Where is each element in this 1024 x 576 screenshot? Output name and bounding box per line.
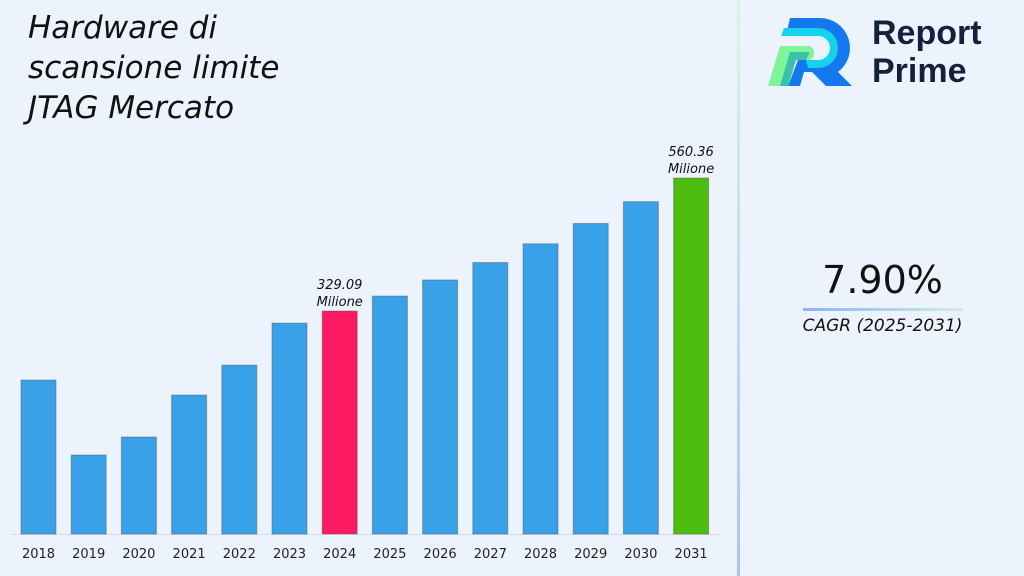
cagr-label: CAGR (2025-2031) [802,316,963,336]
bar-2025 [371,295,408,535]
logo-text-prime: Prime [872,52,967,90]
x-tick-label: 2021 [173,547,206,562]
x-tick-label: 2022 [223,547,256,562]
bar-2023 [271,322,308,535]
data-label-value: 560.36 [668,145,714,160]
x-tick-label: 2028 [524,547,557,562]
data-label-unit: Milione [317,295,363,310]
bar-2030 [622,201,659,535]
x-tick-label: 2025 [373,547,406,562]
logo-mark-icon [768,18,852,86]
x-tick-label: 2030 [624,547,657,562]
bar-2020 [120,436,157,535]
x-tick-label: 2020 [122,547,155,562]
data-label-value: 329.09 [317,278,363,293]
bar-2021 [171,394,208,535]
x-tick-label: 2027 [474,547,507,562]
bar-2026 [422,279,459,535]
bar-2018 [20,379,57,535]
divider [737,0,740,576]
x-tick-label: 2023 [273,547,306,562]
x-tick-label: 2019 [72,547,105,562]
x-tick-label: 2024 [323,547,356,562]
x-tick-label: 2029 [574,547,607,562]
bar-chart: 2018 2019 2020 2021 2022 2023 2024 2025 2026 2027… [12,145,720,562]
bar-2031 [673,177,710,535]
bar-2024 [321,310,358,535]
bar-2027 [472,262,509,535]
bar-2029 [572,222,609,535]
bar-2019 [70,454,107,535]
bar-2028 [522,243,559,535]
cagr-value: 7.90% [822,258,943,302]
cagr-underline [803,308,963,311]
chart-title: Hardware di scansione limite JTAG Mercat… [28,10,280,126]
bar-2022 [221,364,258,535]
x-tick-label: 2018 [22,547,55,562]
data-label-unit: Milione [668,162,714,177]
logo-text-report: Report [872,14,982,52]
x-tick-label: 2031 [675,547,708,562]
report-prime-logo: Report Prime [768,14,1008,90]
x-tick-label: 2026 [424,547,457,562]
